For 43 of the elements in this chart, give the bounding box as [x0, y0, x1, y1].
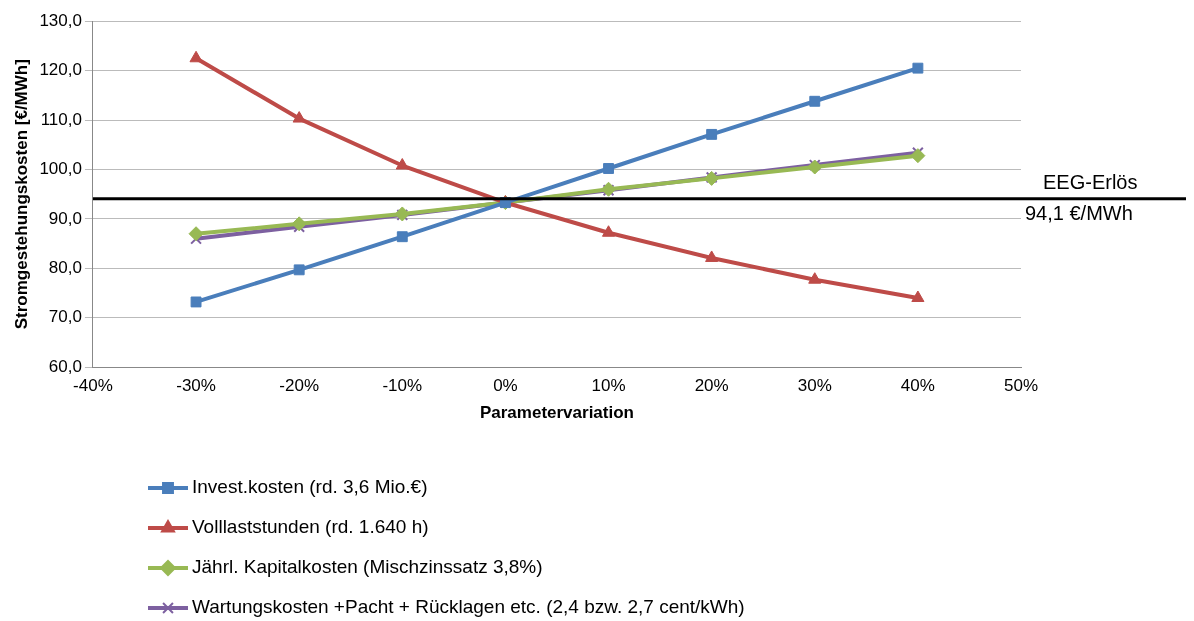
x-tick-label: -20% — [279, 376, 320, 396]
point — [912, 62, 924, 74]
x-tick-label: -10% — [382, 376, 423, 396]
y-tick-label: 60,0 — [48, 356, 82, 376]
y-tick-label: 80,0 — [48, 258, 82, 278]
point — [706, 128, 718, 140]
legend-label: Jährl. Kapitalkosten (Mischzinssatz 3,8%) — [192, 556, 543, 578]
y-tick-label: 90,0 — [48, 208, 82, 228]
x-tick-label: 10% — [591, 376, 626, 396]
y-tick-label: 70,0 — [48, 307, 82, 327]
point — [291, 216, 307, 232]
point — [808, 272, 822, 284]
x-tick-label: 40% — [900, 376, 935, 396]
point — [603, 163, 614, 174]
y-axis-title: Stromgestehungskosten [€/MWh] — [11, 59, 31, 330]
point — [293, 264, 305, 276]
legend-label: Invest.kosten (rd. 3,6 Mio.€) — [192, 476, 428, 498]
x-axis-title: Parametervariation — [479, 403, 634, 423]
y-tick-label: 120,0 — [39, 60, 82, 80]
point — [807, 159, 823, 175]
point — [601, 225, 616, 237]
point — [395, 158, 409, 170]
x-tick-label: -40% — [73, 376, 113, 396]
legend-label: Wartungskosten +Pacht + Rücklagen etc. (2,4 bzw. 2,7 cent/kWh) — [192, 596, 745, 618]
legend-label: Volllaststunden (rd. 1.640 h) — [192, 516, 429, 538]
point — [705, 250, 719, 262]
point — [292, 111, 306, 123]
point — [188, 226, 204, 242]
point — [396, 231, 408, 243]
point — [911, 290, 925, 302]
point — [910, 148, 926, 164]
x-tick-label: 30% — [797, 376, 832, 396]
point — [190, 296, 202, 308]
x-tick-label: 20% — [694, 376, 729, 396]
ref-line-label: EEG-Erlös 94,1 €/MWh — [1025, 171, 1138, 225]
y-tick-label: 100,0 — [39, 159, 82, 179]
x-tick-label: 50% — [1003, 376, 1039, 396]
x-tick-label: -30% — [176, 376, 216, 396]
y-tick-label: 130,0 — [39, 10, 82, 30]
y-tick-label: 110,0 — [40, 109, 82, 129]
point — [189, 50, 203, 63]
x-tick-label: 0% — [493, 376, 518, 396]
point — [809, 95, 821, 107]
